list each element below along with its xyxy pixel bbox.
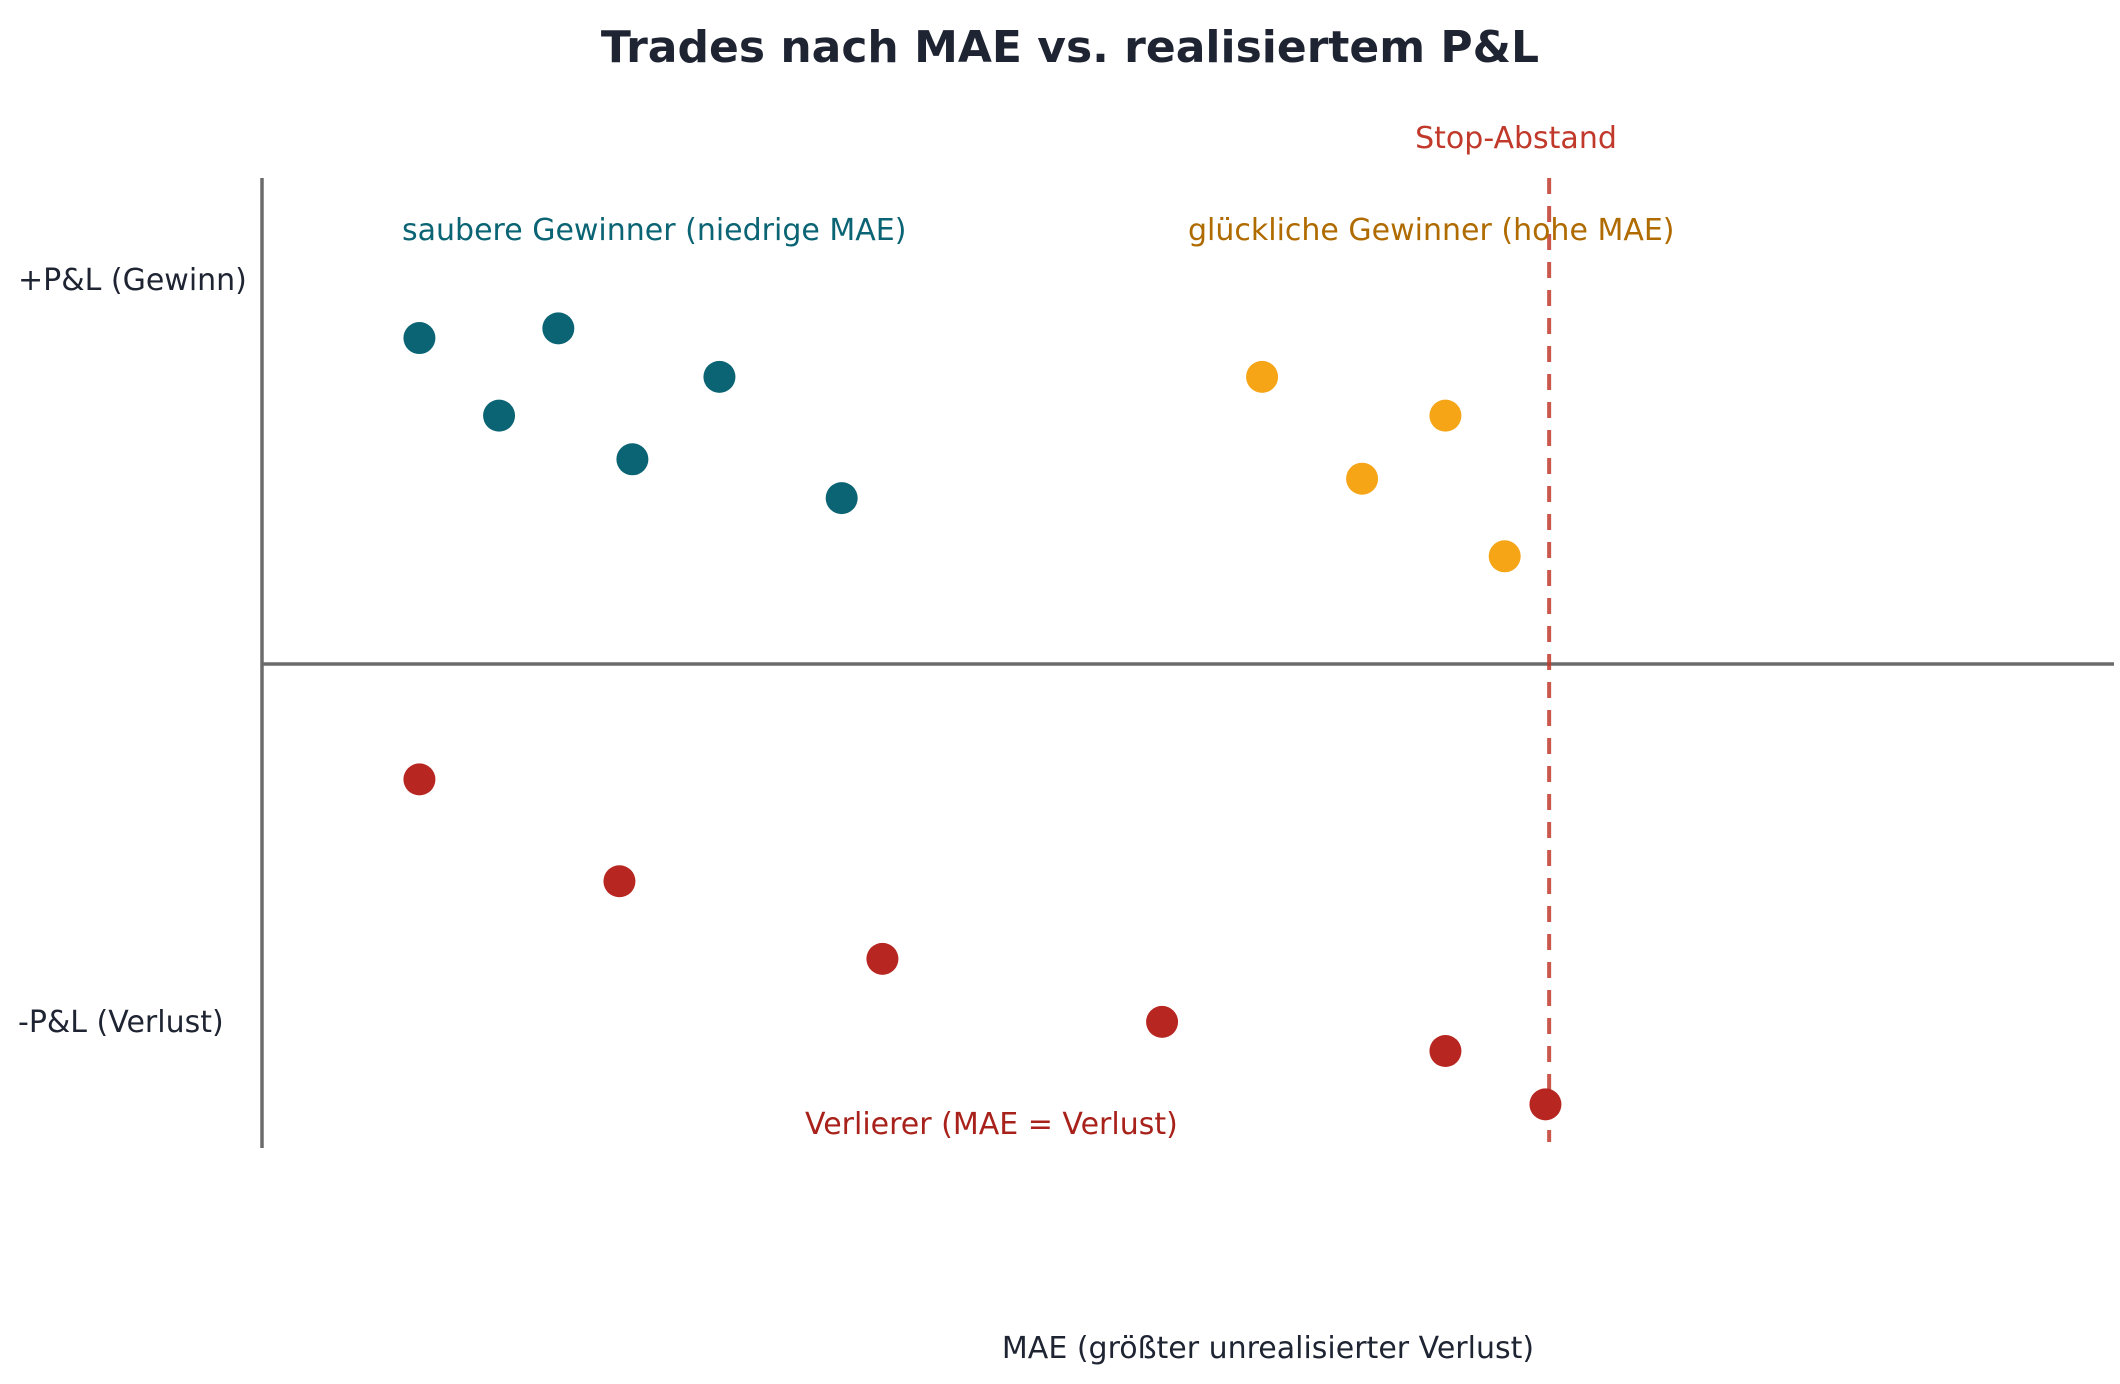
data-points [403, 312, 1562, 1121]
point-clean-winners-1 [403, 322, 436, 355]
annotation-clean-winners: saubere Gewinner (niedrige MAE) [402, 213, 906, 248]
point-clean-winners-6 [825, 482, 858, 515]
point-losers-6 [1529, 1088, 1562, 1121]
annotation-lucky-winners: glückliche Gewinner (hohe MAE) [1188, 213, 1675, 248]
point-losers-2 [603, 865, 636, 898]
y-axis-label-positive: +P&L (Gewinn) [18, 263, 247, 298]
point-clean-winners-5 [703, 360, 736, 393]
point-clean-winners-4 [616, 443, 649, 476]
point-clean-winners-2 [542, 312, 575, 345]
point-losers-1 [403, 763, 436, 796]
annotation-losers: Verlierer (MAE = Verlust) [805, 1107, 1178, 1142]
x-axis-label: MAE (größter unrealisierter Verlust) [1002, 1331, 1534, 1366]
point-lucky-winners-3 [1429, 399, 1462, 432]
point-lucky-winners-1 [1246, 360, 1279, 393]
point-lucky-winners-2 [1346, 462, 1379, 495]
chart-title: Trades nach MAE vs. realisiertem P&L [601, 22, 1539, 73]
stop-distance-label: Stop-Abstand [1415, 121, 1617, 156]
point-losers-3 [866, 942, 899, 975]
point-clean-winners-3 [483, 399, 516, 432]
y-axis-label-negative: -P&L (Verlust) [18, 1005, 224, 1040]
point-losers-5 [1429, 1035, 1462, 1067]
point-losers-4 [1146, 1005, 1179, 1038]
point-lucky-winners-4 [1488, 540, 1521, 573]
